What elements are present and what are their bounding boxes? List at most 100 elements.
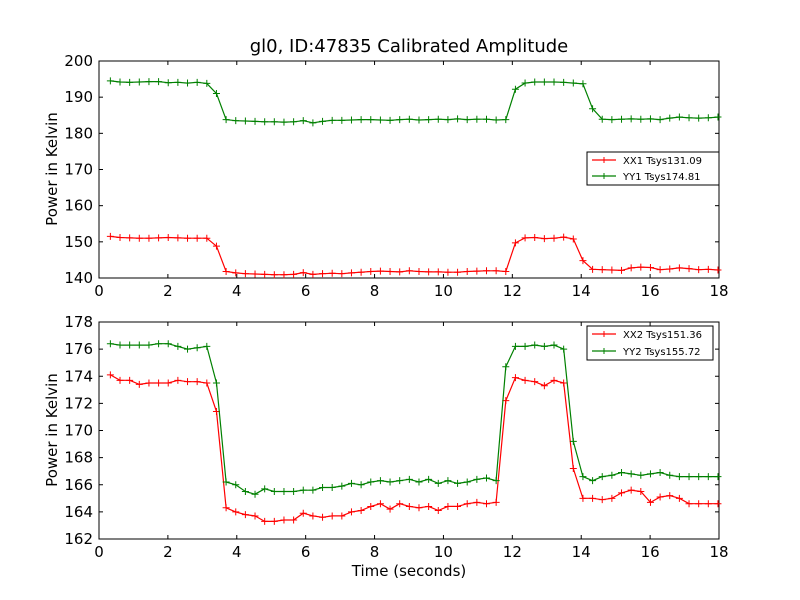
- data-point: [376, 116, 384, 124]
- data-point: [126, 234, 134, 242]
- data-point: [502, 363, 510, 371]
- data-point: [714, 500, 722, 508]
- data-point: [675, 473, 683, 481]
- data-point: [270, 118, 278, 126]
- data-point: [319, 270, 327, 278]
- y-tick-label: 176: [64, 340, 93, 358]
- data-point: [531, 341, 539, 349]
- data-point: [454, 268, 462, 276]
- data-point: [232, 481, 240, 489]
- data-point: [203, 234, 211, 242]
- data-point: [463, 267, 471, 275]
- data-point: [511, 85, 519, 93]
- data-point: [184, 345, 192, 353]
- data-point: [618, 469, 626, 477]
- data-point: [695, 473, 703, 481]
- data-point: [434, 479, 442, 487]
- data-point: [319, 513, 327, 521]
- data-point: [135, 380, 143, 388]
- data-point: [193, 234, 201, 242]
- data-point: [241, 511, 249, 519]
- x-tick-label: 18: [709, 543, 728, 561]
- data-point: [376, 477, 384, 485]
- data-point: [463, 478, 471, 486]
- data-point: [135, 341, 143, 349]
- data-point: [386, 505, 394, 513]
- x-tick-label: 18: [709, 282, 728, 300]
- data-point: [521, 342, 529, 350]
- data-point: [135, 78, 143, 86]
- x-tick-label: 10: [434, 543, 453, 561]
- data-point: [357, 116, 365, 124]
- data-point: [319, 117, 327, 125]
- data-point: [367, 502, 375, 510]
- data-point: [656, 116, 664, 124]
- series-line: [110, 80, 719, 124]
- data-point: [126, 376, 134, 384]
- data-point: [550, 78, 558, 86]
- data-point: [434, 115, 442, 123]
- legend-marker: [601, 173, 607, 179]
- series-line: [110, 374, 718, 523]
- data-point: [106, 371, 114, 379]
- x-tick-label: 6: [301, 282, 311, 300]
- x-tick-label: 12: [503, 282, 522, 300]
- data-point: [174, 376, 182, 384]
- data-point: [145, 341, 153, 349]
- data-point: [627, 470, 635, 478]
- data-point: [618, 266, 626, 274]
- data-point: [338, 512, 346, 520]
- data-point: [376, 500, 384, 508]
- y-axis-label: Power in Kelvin: [43, 373, 61, 487]
- data-point: [319, 483, 327, 491]
- y-tick-label: 200: [64, 52, 93, 70]
- series-line: [110, 235, 719, 276]
- data-point: [145, 379, 153, 387]
- data-point: [425, 502, 433, 510]
- data-point: [579, 473, 587, 481]
- data-point: [666, 471, 674, 479]
- y-tick-label: 170: [64, 161, 93, 179]
- data-point: [714, 113, 722, 121]
- data-point: [444, 268, 452, 276]
- data-point: [579, 257, 587, 265]
- data-point: [521, 79, 529, 87]
- data-point: [261, 485, 269, 493]
- data-point: [251, 490, 259, 498]
- data-point: [714, 266, 722, 274]
- data-point: [376, 267, 384, 275]
- data-point: [357, 268, 365, 276]
- x-tick-label: 2: [163, 543, 173, 561]
- data-point: [261, 517, 269, 525]
- data-point: [106, 77, 114, 85]
- data-point: [232, 508, 240, 516]
- data-point: [290, 488, 298, 496]
- data-point: [540, 78, 548, 86]
- data-point: [126, 341, 134, 349]
- data-point: [290, 118, 298, 126]
- data-point: [666, 114, 674, 122]
- data-point: [367, 116, 375, 124]
- y-tick-label: 160: [64, 197, 93, 215]
- legend-label: YY1 Tsys174.81: [622, 172, 701, 183]
- data-point: [627, 264, 635, 272]
- data-point: [357, 481, 365, 489]
- data-point: [704, 473, 712, 481]
- x-tick-label: 14: [572, 543, 591, 561]
- y-tick-label: 174: [64, 367, 93, 385]
- x-tick-label: 6: [301, 543, 311, 561]
- data-point: [309, 486, 317, 494]
- data-point: [280, 516, 288, 524]
- data-point: [511, 239, 519, 247]
- data-point: [463, 500, 471, 508]
- data-point: [531, 78, 539, 86]
- data-point: [637, 115, 645, 123]
- data-point: [627, 486, 635, 494]
- data-point: [560, 78, 568, 86]
- data-point: [521, 376, 529, 384]
- data-point: [492, 477, 500, 485]
- x-tick-label: 0: [94, 543, 104, 561]
- data-point: [184, 79, 192, 87]
- data-point: [270, 488, 278, 496]
